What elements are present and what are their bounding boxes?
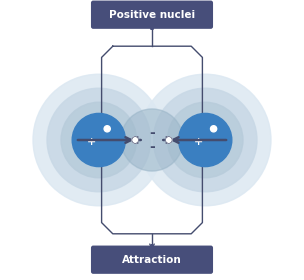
Text: +: + <box>194 137 203 147</box>
Text: Positive nuclei: Positive nuclei <box>109 10 195 20</box>
Circle shape <box>61 102 136 178</box>
Circle shape <box>104 126 110 132</box>
Circle shape <box>165 137 172 143</box>
Circle shape <box>178 113 232 167</box>
Circle shape <box>140 74 271 206</box>
FancyBboxPatch shape <box>91 1 213 29</box>
Circle shape <box>33 74 164 206</box>
Circle shape <box>121 109 183 171</box>
Text: +: + <box>87 137 96 147</box>
Circle shape <box>47 88 150 192</box>
FancyBboxPatch shape <box>91 246 213 274</box>
Text: -: - <box>149 140 155 154</box>
Circle shape <box>132 137 139 143</box>
Circle shape <box>154 88 257 192</box>
Circle shape <box>168 102 243 178</box>
Text: Attraction: Attraction <box>122 255 182 265</box>
Text: -: - <box>149 126 155 140</box>
Circle shape <box>210 126 217 132</box>
Circle shape <box>72 113 125 167</box>
